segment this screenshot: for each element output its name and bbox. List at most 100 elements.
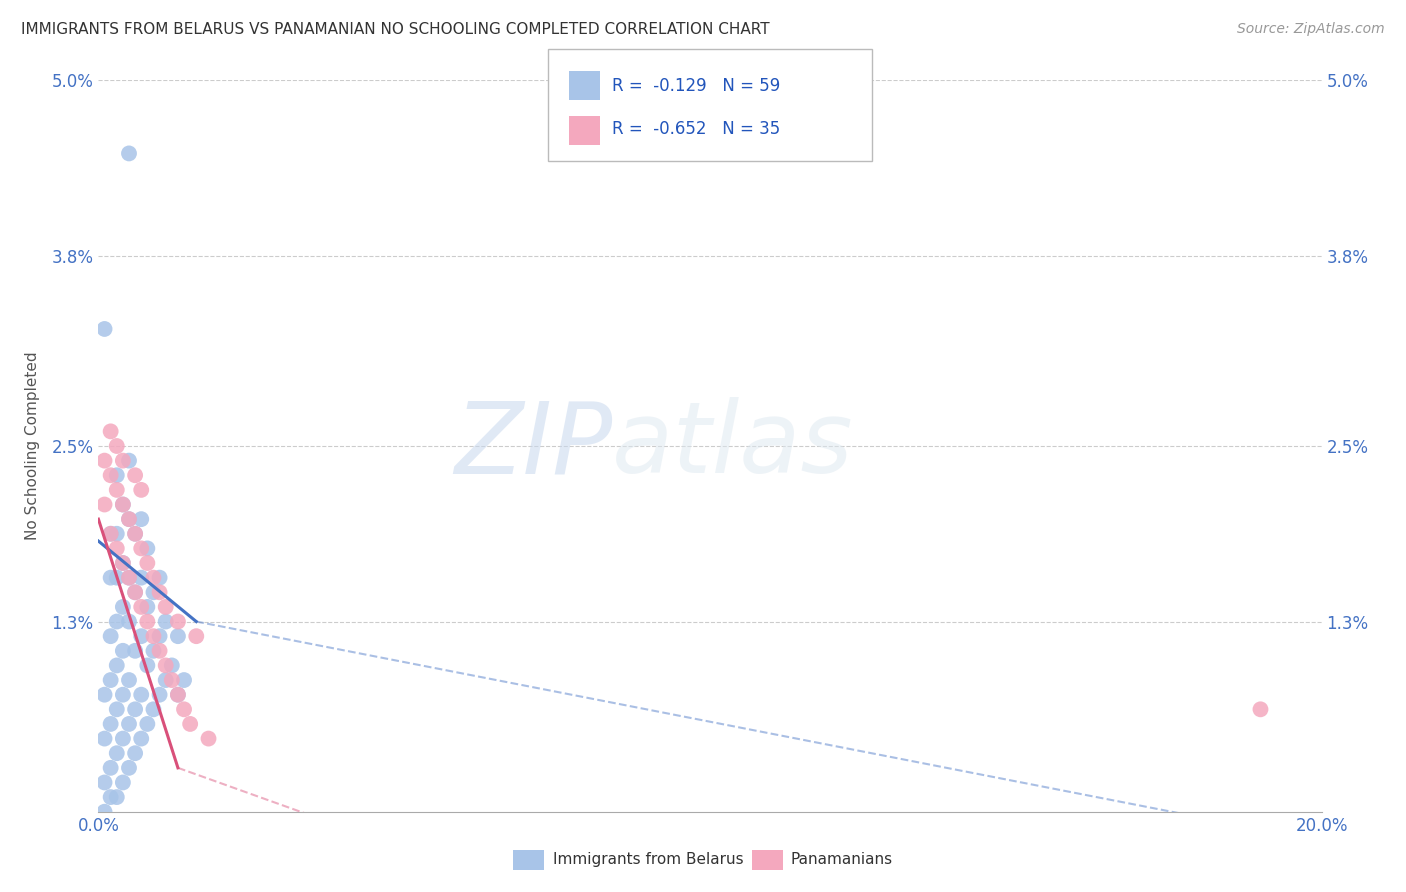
Point (105, 658, 128, 673)
Point (93, 688, 115, 702)
Point (111, 556, 134, 570)
Point (100, 717, 122, 731)
Point (1249, 702, 1271, 716)
Point (155, 599, 177, 614)
Point (118, 512, 141, 526)
Point (105, 526, 128, 541)
Point (118, 512, 141, 526)
Point (100, 526, 122, 541)
Point (167, 688, 190, 702)
Point (149, 644, 172, 658)
Point (173, 702, 195, 716)
Point (111, 688, 134, 702)
Point (111, 556, 134, 570)
Point (124, 644, 146, 658)
Point (93, 453, 115, 467)
Point (118, 615, 141, 629)
Point (136, 615, 159, 629)
Point (129, 541, 152, 556)
Point (105, 541, 128, 556)
Point (100, 790, 122, 805)
Text: Immigrants from Belarus: Immigrants from Belarus (553, 853, 744, 867)
Point (111, 644, 134, 658)
Point (136, 658, 159, 673)
Point (111, 599, 134, 614)
Point (93, 322, 115, 336)
Point (100, 425, 122, 439)
Point (100, 468, 122, 483)
Y-axis label: No Schooling Completed: No Schooling Completed (25, 351, 41, 541)
Point (111, 498, 134, 512)
Point (118, 761, 141, 775)
Point (124, 468, 146, 483)
Text: IMMIGRANTS FROM BELARUS VS PANAMANIAN NO SCHOOLING COMPLETED CORRELATION CHART: IMMIGRANTS FROM BELARUS VS PANAMANIAN NO… (21, 22, 769, 37)
Point (160, 658, 183, 673)
Point (118, 717, 141, 731)
Point (179, 717, 201, 731)
Point (149, 688, 172, 702)
Point (129, 571, 152, 585)
Text: R =  -0.129   N = 59: R = -0.129 N = 59 (612, 77, 780, 95)
Point (129, 512, 152, 526)
Point (111, 453, 134, 467)
Point (186, 629, 208, 643)
Point (197, 731, 219, 746)
Point (105, 615, 128, 629)
Point (129, 731, 152, 746)
Point (129, 483, 152, 497)
Point (111, 498, 134, 512)
Point (105, 439, 128, 453)
Point (124, 585, 146, 599)
Point (100, 673, 122, 687)
Point (155, 615, 177, 629)
Point (105, 468, 128, 483)
Point (142, 585, 165, 599)
Text: R =  -0.652   N = 35: R = -0.652 N = 35 (612, 120, 780, 138)
Text: Source: ZipAtlas.com: Source: ZipAtlas.com (1237, 22, 1385, 37)
Point (118, 673, 141, 687)
Point (93, 498, 115, 512)
Point (129, 599, 152, 614)
Point (100, 629, 122, 643)
Point (118, 453, 141, 467)
Point (142, 629, 165, 643)
Point (93, 805, 115, 819)
Point (142, 571, 165, 585)
Point (124, 585, 146, 599)
Point (105, 746, 128, 760)
Point (136, 717, 159, 731)
Point (100, 571, 122, 585)
Point (129, 629, 152, 643)
Point (167, 615, 190, 629)
Point (160, 673, 183, 687)
Point (155, 658, 177, 673)
Point (136, 599, 159, 614)
Point (142, 644, 165, 658)
Point (105, 483, 128, 497)
Point (173, 673, 195, 687)
Point (136, 541, 159, 556)
Point (118, 146, 141, 161)
Point (155, 673, 177, 687)
Point (118, 571, 141, 585)
Point (111, 731, 134, 746)
Point (100, 761, 122, 775)
Point (129, 688, 152, 702)
Point (118, 571, 141, 585)
Point (124, 526, 146, 541)
Point (105, 702, 128, 716)
Point (124, 702, 146, 716)
Point (105, 790, 128, 805)
Point (149, 571, 172, 585)
Point (124, 746, 146, 760)
Point (124, 526, 146, 541)
Point (149, 629, 172, 643)
Point (93, 775, 115, 789)
Point (100, 526, 122, 541)
Point (105, 571, 128, 585)
Point (142, 702, 165, 716)
Point (167, 629, 190, 643)
Text: atlas: atlas (612, 398, 853, 494)
Text: ZIP: ZIP (454, 398, 612, 494)
Text: Panamanians: Panamanians (790, 853, 893, 867)
